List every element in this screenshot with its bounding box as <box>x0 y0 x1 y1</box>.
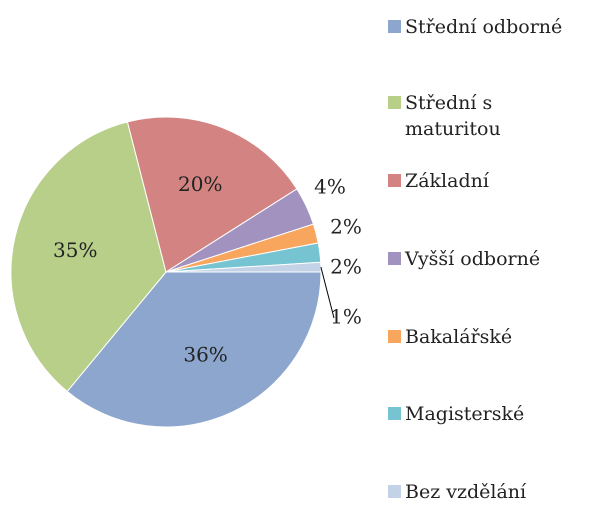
legend-item: Střední odborné <box>388 14 588 40</box>
legend-label: Magisterské <box>405 403 525 425</box>
legend-item: Vyšší odborné <box>388 246 588 272</box>
legend-item: Bakalářské <box>388 324 588 350</box>
legend-label: Bakalářské <box>405 326 513 348</box>
pie-slice <box>66 271 322 428</box>
legend-label: Střední odborné <box>405 16 563 38</box>
legend-label: Základní <box>405 170 489 192</box>
legend-item: Základní <box>388 168 588 194</box>
data-label: 35% <box>53 238 97 262</box>
data-label: 20% <box>178 172 222 196</box>
data-label: 36% <box>183 343 227 367</box>
data-label: 2% <box>330 215 362 239</box>
legend-swatch <box>388 407 401 420</box>
legend-item: Bez vzdělání <box>388 479 588 505</box>
pie-slice <box>126 116 298 273</box>
data-label: 1% <box>330 305 362 329</box>
pie-slice <box>165 261 322 273</box>
legend-swatch <box>388 252 401 265</box>
legend-swatch <box>388 330 401 343</box>
legend-swatch <box>388 485 401 498</box>
data-label: 4% <box>314 175 346 199</box>
data-label: 2% <box>330 255 362 279</box>
legend-label: Bez vzdělání <box>405 481 527 503</box>
legend-swatch <box>388 174 401 187</box>
legend-item: Magisterské <box>388 401 588 427</box>
pie-slice <box>10 121 167 393</box>
legend-label: Střední s maturitou <box>405 92 501 140</box>
pie-area: 36% 35% 20% 4% 2% 2% 1% <box>10 116 362 428</box>
leader-line <box>320 267 335 319</box>
legend-item: Střední s maturitou <box>388 90 588 142</box>
legend-swatch <box>388 20 401 33</box>
legend-swatch <box>388 96 401 109</box>
legend-label: Vyšší odborné <box>405 248 541 270</box>
